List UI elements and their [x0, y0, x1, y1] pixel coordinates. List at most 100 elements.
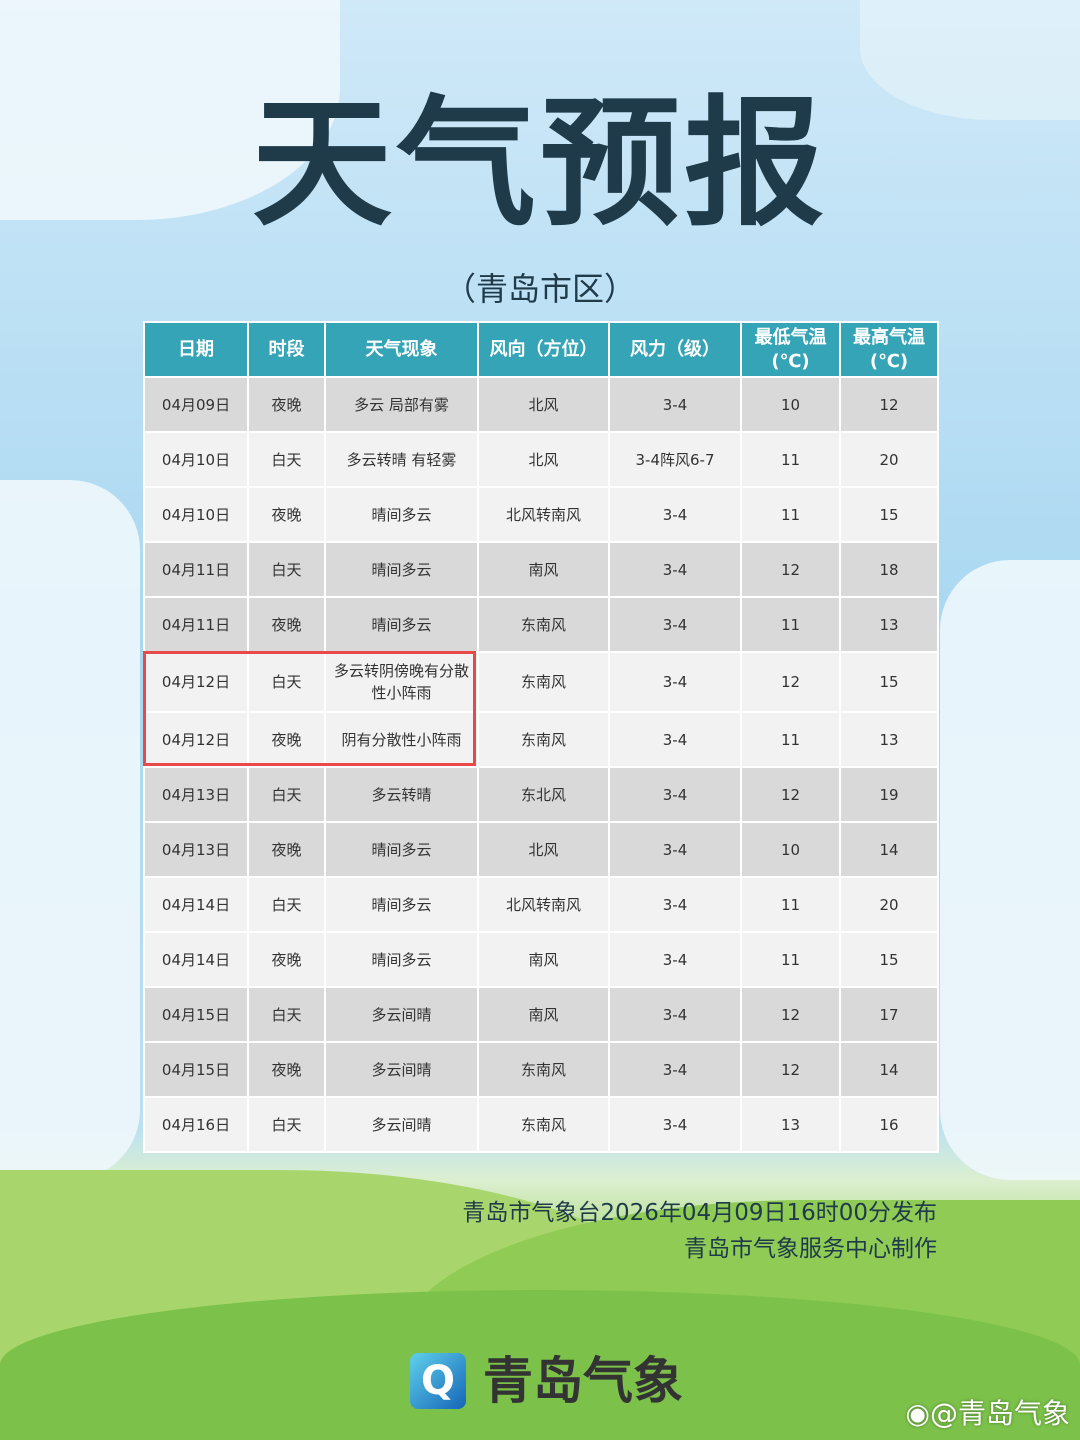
table-cell: 11 [740, 596, 841, 653]
table-cell: 12 [740, 541, 841, 598]
table-cell: 3-4 [608, 596, 742, 653]
table-cell: 白天 [247, 876, 326, 933]
table-header-row: 日期 时段 天气现象 风向（方位） 风力（级） 最低气温(℃) 最高气温(℃) [143, 321, 939, 378]
table-cell: 南风 [477, 986, 610, 1043]
table-cell: 17 [839, 986, 939, 1043]
table-cell: 多云 局部有雾 [324, 376, 479, 433]
table-cell: 夜晚 [247, 376, 326, 433]
table-cell: 3-4 [608, 766, 742, 823]
table-cell: 04月14日 [143, 876, 249, 933]
table-cell: 18 [839, 541, 939, 598]
table-cell: 14 [839, 821, 939, 878]
table-cell: 3-4 [608, 1096, 742, 1153]
table-cell: 晴间多云 [324, 876, 479, 933]
table-cell: 白天 [247, 541, 326, 598]
table-cell: 11 [740, 931, 841, 988]
table-cell: 夜晚 [247, 596, 326, 653]
table-cell: 北风 [477, 821, 610, 878]
table-row: 04月15日 白天 多云间晴 南风 3-4 12 17 [143, 986, 939, 1043]
table-cell: 晴间多云 [324, 931, 479, 988]
table-cell: 12 [740, 651, 841, 713]
table-cell: 东北风 [477, 766, 610, 823]
table-cell: 北风转南风 [477, 486, 610, 543]
table-cell: 04月16日 [143, 1096, 249, 1153]
table-cell: 04月10日 [143, 486, 249, 543]
table-cell: 多云转阴傍晚有分散性小阵雨 [324, 651, 479, 713]
table-cell: 白天 [247, 1096, 326, 1153]
table-row: 04月13日 白天 多云转晴 东北风 3-4 12 19 [143, 766, 939, 823]
table-cell: 多云间晴 [324, 1041, 479, 1098]
table-cell: 夜晚 [247, 1041, 326, 1098]
table-cell: 13 [839, 596, 939, 653]
column-header: 风向（方位） [477, 321, 610, 378]
table-cell: 3-4 [608, 821, 742, 878]
table-cell: 夜晚 [247, 821, 326, 878]
table-cell: 北风 [477, 376, 610, 433]
forecast-table: 日期 时段 天气现象 风向（方位） 风力（级） 最低气温(℃) 最高气温(℃) 04月09日… [143, 321, 939, 1153]
table-cell: 东南风 [477, 1041, 610, 1098]
column-header: 风力（级） [608, 321, 742, 378]
table-cell: 15 [839, 651, 939, 713]
table-cell: 12 [740, 986, 841, 1043]
table-cell: 04月15日 [143, 1041, 249, 1098]
column-header: 最低气温(℃) [740, 321, 841, 378]
table-cell: 晴间多云 [324, 541, 479, 598]
watermark-text: @青岛气象 [929, 1397, 1070, 1430]
table-cell: 3-4 [608, 651, 742, 713]
table-cell: 11 [740, 711, 841, 768]
table-cell: 04月11日 [143, 596, 249, 653]
table-row: 04月10日 白天 多云转晴 有轻雾 北风 3-4阵风6-7 11 20 [143, 431, 939, 488]
table-cell: 3-4阵风6-7 [608, 431, 742, 488]
column-header: 日期 [143, 321, 249, 378]
table-cell: 20 [839, 431, 939, 488]
table-cell: 04月09日 [143, 376, 249, 433]
table-cell: 阴有分散性小阵雨 [324, 711, 479, 768]
table-row: 04月14日 夜晚 晴间多云 南风 3-4 11 15 [143, 931, 939, 988]
table-cell: 东南风 [477, 651, 610, 713]
cloud-decoration [0, 480, 140, 1180]
table-cell: 04月13日 [143, 766, 249, 823]
table-cell: 3-4 [608, 541, 742, 598]
table-row: 04月12日 夜晚 阴有分散性小阵雨 东南风 3-4 11 13 [143, 711, 939, 768]
table-cell: 白天 [247, 651, 326, 713]
table-cell: 3-4 [608, 986, 742, 1043]
table-cell: 夜晚 [247, 711, 326, 768]
table-row: 04月12日 白天 多云转阴傍晚有分散性小阵雨 东南风 3-4 12 15 [143, 651, 939, 713]
page-subtitle: （青岛市区） [443, 270, 636, 308]
table-cell: 南风 [477, 541, 610, 598]
table-cell: 北风转南风 [477, 876, 610, 933]
table-cell: 15 [839, 931, 939, 988]
column-header: 天气现象 [324, 321, 479, 378]
table-row: 04月11日 白天 晴间多云 南风 3-4 12 18 [143, 541, 939, 598]
table-cell: 南风 [477, 931, 610, 988]
table-cell: 3-4 [608, 376, 742, 433]
table-cell: 3-4 [608, 931, 742, 988]
table-cell: 13 [839, 711, 939, 768]
table-cell: 白天 [247, 766, 326, 823]
table-cell: 15 [839, 486, 939, 543]
table-cell: 13 [740, 1096, 841, 1153]
table-cell: 11 [740, 486, 841, 543]
hill-decoration [0, 1290, 1080, 1440]
table-cell: 19 [839, 766, 939, 823]
table-cell: 3-4 [608, 876, 742, 933]
table-cell: 东南风 [477, 711, 610, 768]
producer-text: 青岛市气象服务中心制作 [684, 1236, 937, 1262]
table-cell: 11 [740, 876, 841, 933]
table-cell: 3-4 [608, 486, 742, 543]
table-cell: 10 [740, 376, 841, 433]
column-header: 时段 [247, 321, 326, 378]
table-cell: 14 [839, 1041, 939, 1098]
issued-text: 青岛市气象台2026年04月09日16时00分发布 [462, 1200, 937, 1226]
table-cell: 04月12日 [143, 651, 249, 713]
table-cell: 12 [839, 376, 939, 433]
table-cell: 东南风 [477, 1096, 610, 1153]
table-cell: 东南风 [477, 596, 610, 653]
table-cell: 白天 [247, 431, 326, 488]
table-cell: 12 [740, 766, 841, 823]
table-cell: 04月13日 [143, 821, 249, 878]
table-cell: 10 [740, 821, 841, 878]
table-cell: 04月12日 [143, 711, 249, 768]
table-cell: 04月11日 [143, 541, 249, 598]
table-cell: 晴间多云 [324, 821, 479, 878]
